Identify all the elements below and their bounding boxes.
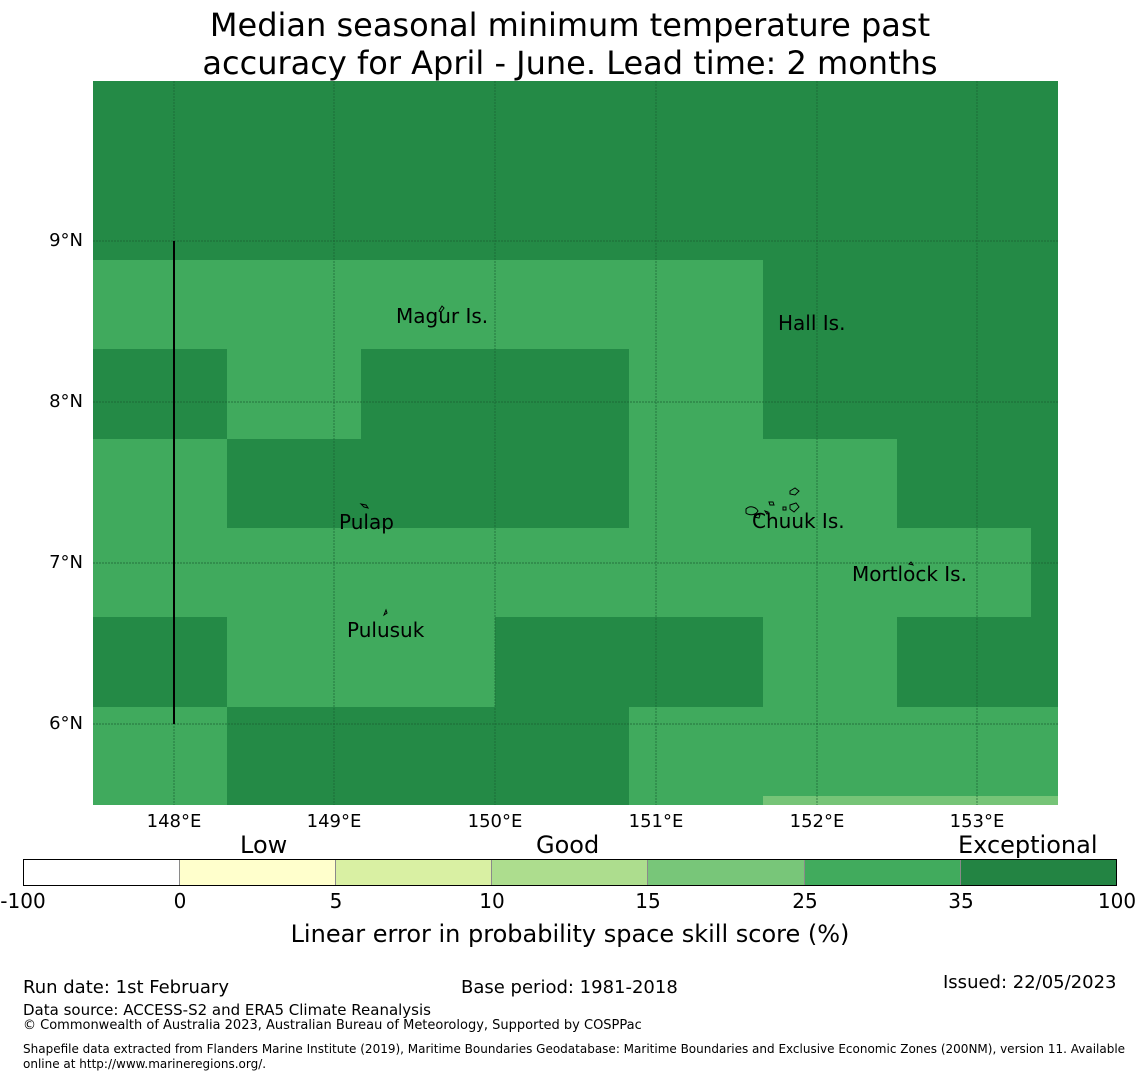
island-chuuk-7 (763, 510, 769, 515)
legend-tick-label: 15 (635, 889, 661, 913)
legend-category-good: Good (536, 831, 600, 859)
island-chuuk-5 (789, 502, 800, 513)
place-label-chuuk: Chuuk Is. (752, 509, 845, 533)
island-chuuk-1 (745, 506, 759, 516)
map-title: Median seasonal minimum temperature past… (0, 6, 1140, 82)
map-title-line-2: accuracy for April - June. Lead time: 2 … (202, 44, 938, 82)
graticule (93, 81, 1058, 805)
island-chuuk-6 (782, 506, 787, 511)
map-cell-exceptional-east-edge (1031, 528, 1058, 617)
place-label-pulusuk: Pulusuk (347, 618, 425, 642)
legend-tick-label: 25 (792, 889, 818, 913)
legend-tick-label: 100 (1097, 889, 1137, 913)
legend-colorbar-frame (23, 859, 1117, 886)
legend-tick-label: 5 (329, 889, 343, 913)
lon-label-148e: 148°E (146, 811, 202, 832)
legend-swatch-1 (23, 859, 180, 886)
map-cell-exceptional-east-block (897, 439, 1058, 528)
base-period: Base period: 1981-2018 (461, 977, 678, 998)
place-label-pulap: Pulap (339, 510, 394, 534)
lon-label-150e: 150°E (467, 811, 523, 832)
legend-tick-label: 35 (948, 889, 974, 913)
map-title-line-1: Median seasonal minimum temperature past (209, 6, 931, 44)
place-label-mortlock: Mortlock Is. (852, 562, 967, 586)
island-chuuk-4 (789, 487, 800, 496)
map-cell-exceptional-west-upper (93, 349, 227, 439)
place-label-hall: Hall Is. (778, 311, 846, 335)
legend-swatch-2 (180, 859, 336, 886)
map-canvas (93, 81, 1058, 805)
map-cell-exceptional-west-lower (93, 617, 227, 707)
map-cell-exceptional-central-block (227, 439, 629, 528)
map-cell-exceptional-north (93, 81, 1058, 260)
legend-tick-label: -100 (0, 889, 46, 913)
lat-label-7n: 7°N (49, 552, 83, 573)
map-cell-exceptional-east-upper (763, 349, 1058, 439)
shapefile-credit-line-1: Shapefile data extracted from Flanders M… (23, 1042, 1126, 1056)
lon-label-149e: 149°E (306, 811, 362, 832)
lon-label-153e: 153°E (949, 811, 1005, 832)
map-cell-exceptional-south (227, 707, 629, 805)
issued-date: Issued: 22/05/2023 (943, 972, 1117, 993)
map-cell-exceptional-northeast (763, 260, 1058, 349)
map-cell-good-strip (763, 796, 1058, 805)
legend-swatch-6 (805, 859, 961, 886)
island-chuuk-2 (753, 513, 761, 519)
island-chuuk-3 (768, 501, 775, 506)
map-cell-exceptional-central-lower (495, 617, 763, 707)
island-outlines (359, 305, 915, 617)
island-pulusuk (382, 608, 388, 617)
skill-score-map (93, 81, 1058, 805)
legend-category-exceptional: Exceptional (958, 831, 1098, 859)
legend-swatch-3 (336, 859, 492, 886)
data-source: Data source: ACCESS-S2 and ERA5 Climate … (23, 1001, 431, 1019)
island-mortlock (908, 561, 915, 566)
legend-swatch-4 (492, 859, 648, 886)
lon-label-152e: 152°E (789, 811, 845, 832)
legend-axis-label: Linear error in probability space skill … (290, 920, 850, 948)
island-pulap (359, 503, 370, 509)
copyright-notice: © Commonwealth of Australia 2023, Austra… (23, 1018, 642, 1033)
legend-colorbar (23, 859, 1117, 886)
legend-tick-label: 10 (479, 889, 505, 913)
legend-category-low: Low (240, 831, 288, 859)
lat-label-6n: 6°N (49, 713, 83, 734)
legend-swatch-5 (648, 859, 805, 886)
lat-label-9n: 9°N (49, 230, 83, 251)
shapefile-credit-line-2: online at http://www.marineregions.org/. (23, 1057, 267, 1071)
legend-swatch-7 (961, 859, 1117, 886)
map-cell-exceptional-east-lower (897, 617, 1058, 707)
place-label-magur: Magur Is. (396, 304, 489, 328)
run-date: Run date: 1st February (23, 977, 229, 998)
lat-label-8n: 8°N (49, 391, 83, 412)
island-magur (438, 305, 445, 313)
lon-label-151e: 151°E (628, 811, 684, 832)
legend-tick-label: 0 (173, 889, 187, 913)
